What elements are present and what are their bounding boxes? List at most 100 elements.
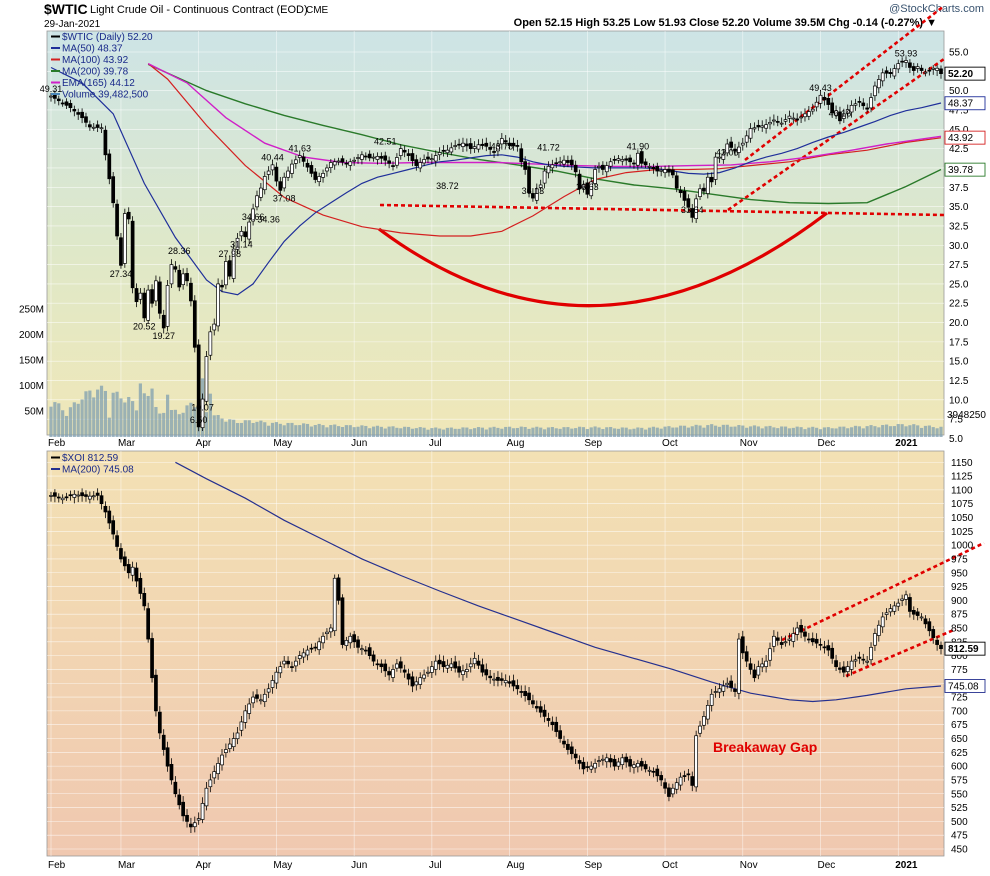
x-tick-label: Feb (48, 860, 66, 871)
price-candle (799, 624, 803, 633)
volume-bar (644, 429, 648, 437)
y-tick-label: 900 (951, 596, 968, 607)
wtic-plot-area (46, 30, 945, 436)
price-candle (391, 165, 395, 167)
price-tag-box (944, 162, 986, 177)
price-candle (880, 72, 885, 82)
volume-bar (764, 426, 768, 437)
volume-bar (68, 407, 73, 437)
price-candle (367, 153, 372, 159)
price-candle (465, 143, 469, 147)
volume-bar (298, 425, 302, 437)
price-candle (593, 763, 597, 769)
price-candle (352, 159, 356, 162)
volume-bar (923, 425, 928, 437)
xoi-price-bars (49, 488, 943, 834)
volume-bar (177, 414, 181, 437)
volume-bar (488, 427, 492, 437)
price-candle (597, 760, 601, 762)
volume-bar (574, 428, 578, 437)
volume-bar (772, 427, 776, 437)
price-candle (604, 757, 609, 763)
ma100-line (147, 63, 942, 237)
price-candle (503, 680, 508, 684)
price-candle (165, 285, 170, 327)
price-candle (383, 663, 388, 672)
price-candle (507, 142, 512, 146)
legend-entry: Volume 39,482,500 (62, 90, 149, 101)
volume-bar (900, 424, 904, 437)
price-candle (192, 300, 197, 348)
x-tick-label: Apr (196, 438, 212, 449)
price-candle (908, 597, 912, 612)
price-candle (608, 758, 613, 763)
price-candle (892, 605, 897, 612)
price-candle (239, 230, 244, 237)
price-candle (783, 641, 788, 644)
volume-bar (846, 428, 850, 437)
price-candle (426, 156, 430, 160)
y-tick-label: 42.5 (949, 144, 969, 155)
price-candle (818, 644, 823, 646)
price-candle (173, 781, 178, 795)
price-candle (826, 645, 831, 651)
price-candle (115, 203, 119, 237)
price-candle (803, 113, 807, 118)
legend-entry: EMA(165) 44.12 (62, 78, 135, 89)
ema165-line (147, 62, 942, 168)
price-candle (224, 261, 228, 286)
volume-bar (803, 429, 807, 437)
volume-bar (255, 421, 259, 437)
volume-bar (232, 419, 236, 437)
price-candle (721, 685, 726, 692)
volume-bar (228, 419, 232, 437)
volume-bar (651, 426, 656, 437)
price-point-label: 36.63 (576, 182, 599, 192)
price-candle (445, 149, 450, 154)
y-tick-label: 35.0 (949, 202, 969, 213)
price-candle (768, 121, 772, 125)
volume-bar (251, 422, 255, 437)
volume-bar (212, 415, 216, 437)
price-candle (103, 505, 108, 513)
price-candle (538, 184, 543, 188)
y-tick-label: 625 (951, 748, 968, 759)
price-candle (161, 314, 166, 329)
price-candle (344, 162, 349, 165)
price-candle (418, 677, 423, 685)
price-tag-label: 52.20 (948, 69, 973, 80)
price-candle (698, 725, 702, 734)
price-point-label: 34.36 (257, 215, 280, 225)
volume-bar (737, 425, 741, 437)
price-candle (841, 666, 846, 673)
price-candle (72, 493, 77, 498)
price-candle (841, 113, 846, 119)
price-candle (849, 104, 854, 113)
price-candle (834, 110, 838, 116)
xoi-channel-lower-line (845, 627, 957, 678)
volume-bar (325, 427, 329, 437)
volume-bar (235, 423, 240, 437)
price-candle (476, 144, 481, 150)
price-candle (686, 198, 691, 207)
volume-bar (515, 427, 519, 437)
price-candle (923, 618, 928, 625)
price-candle (787, 638, 792, 641)
volume-bar (375, 425, 380, 437)
price-candle (709, 176, 714, 183)
volume-bar (752, 425, 757, 437)
price-candle (566, 743, 570, 750)
xoi-y-axis: 4504755005255505756006256506757007257507… (951, 458, 974, 856)
volume-bar (247, 420, 251, 437)
price-candle (810, 108, 815, 112)
x-tick-label: Jul (429, 438, 442, 449)
volume-bar (395, 427, 399, 437)
price-candle (873, 85, 877, 97)
symbol-title: $WTIC (44, 1, 88, 17)
volume-bar (508, 426, 512, 437)
price-candle (293, 660, 298, 667)
y-tick-label: 700 (951, 706, 968, 717)
volume-bar (562, 427, 566, 437)
price-candle (795, 627, 800, 635)
price-candle (772, 119, 776, 122)
